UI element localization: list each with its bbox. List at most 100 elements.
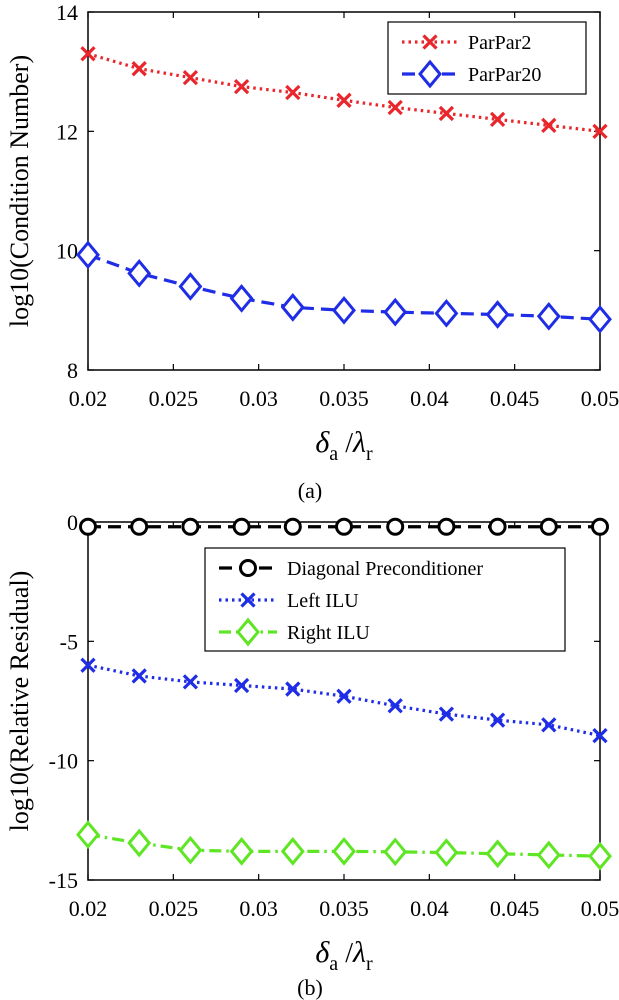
data-point [131, 668, 147, 684]
data-point [489, 712, 506, 728]
data-point [233, 677, 250, 694]
legend-label: Diagonal Preconditioner [287, 558, 483, 580]
data-point [485, 839, 510, 869]
figure-caption: (b) [297, 975, 323, 1000]
x-axis-label-part: / [338, 938, 353, 969]
x-axis-label: δa /λr [315, 426, 373, 465]
data-point [541, 117, 557, 133]
x-tick-label: 0.03 [239, 386, 278, 411]
legend: Diagonal Preconditioner Left ILU Right ILU [204, 547, 566, 652]
y-tick-label: 14 [56, 0, 78, 25]
chart-2: 0.02 0.025 0.03 0.035 0.04 0.045 0.05 0 -5 -10 -15… [5, 510, 619, 1000]
legend-label: ParPar20 [468, 64, 541, 86]
data-point [332, 837, 356, 866]
data-point [178, 835, 203, 865]
x-axis-label-part: / [338, 428, 353, 459]
series-line [87, 833, 601, 858]
y-tick-label: -10 [49, 749, 78, 774]
data-point [485, 300, 510, 329]
data-point [80, 46, 96, 62]
x-tick-label: 0.035 [319, 896, 369, 921]
y-tick-label: -5 [60, 629, 78, 654]
y-axis-label: log10(Condition Number) [5, 55, 34, 327]
data-point [438, 706, 455, 722]
series-diagonal-preconditioner [79, 517, 609, 536]
data-point [488, 517, 507, 536]
series-line [87, 663, 601, 738]
data-point [437, 517, 456, 536]
x-axis-label-part: a [329, 953, 338, 975]
x-tick-label: 0.045 [490, 896, 540, 921]
data-point [591, 517, 609, 536]
data-point [283, 517, 302, 536]
data-point [182, 70, 199, 86]
y-tick-label: 8 [67, 358, 78, 383]
data-point [181, 517, 200, 536]
data-point [536, 840, 561, 870]
data-point [434, 298, 459, 328]
legend-marker [418, 59, 442, 89]
legend-label: Left ILU [287, 590, 359, 612]
data-point [332, 295, 356, 325]
data-point [76, 240, 100, 270]
x-axis-label-part: a [329, 443, 338, 465]
y-axis-label: log10(Relative Residual) [5, 571, 34, 832]
x-axis-label-part: λ [352, 426, 366, 459]
x-tick-label: 0.03 [239, 896, 278, 921]
x-tick-label: 0.05 [581, 386, 619, 411]
x-tick-label: 0.025 [149, 896, 199, 921]
x-axis-label-part: λ [352, 936, 366, 969]
data-point [387, 99, 403, 116]
legend-marker [422, 34, 438, 50]
x-tick-label: 0.04 [410, 896, 449, 921]
x-tick-label: 0.05 [581, 896, 619, 921]
legend-label: Right ILU [287, 622, 370, 644]
legend-marker [239, 559, 257, 577]
data-point [127, 258, 152, 288]
data-point [232, 517, 251, 536]
data-point [285, 681, 301, 697]
y-tick-label: 12 [56, 119, 78, 144]
data-point [336, 92, 352, 108]
data-point [438, 105, 455, 122]
x-tick-label: 0.04 [410, 386, 449, 411]
data-point [588, 841, 612, 871]
figure-caption: (a) [298, 478, 322, 503]
x-tick-label: 0.045 [490, 386, 540, 411]
data-point [541, 717, 557, 733]
data-point [178, 272, 203, 301]
data-point [336, 688, 352, 704]
data-point [76, 820, 100, 849]
series-left-ilu [80, 657, 608, 744]
data-point [280, 837, 305, 866]
data-point [539, 517, 558, 536]
data-point [489, 111, 506, 128]
data-point [383, 297, 408, 327]
x-axis-label-part: δ [315, 426, 330, 459]
y-tick-label: 10 [56, 239, 78, 264]
data-point [335, 517, 353, 536]
data-point [592, 727, 608, 744]
series-right-ilu [76, 820, 612, 871]
x-axis-label-part: r [366, 443, 373, 465]
x-tick-label: 0.02 [69, 896, 108, 921]
data-point [383, 837, 408, 867]
legend: ParPar2 ParPar20 [387, 21, 587, 95]
series-parpar20 [76, 240, 612, 334]
data-point [182, 674, 199, 690]
data-point [229, 284, 254, 313]
data-point [387, 698, 403, 714]
data-point [130, 517, 149, 536]
legend-marker [240, 592, 256, 608]
x-tick-label: 0.025 [149, 386, 199, 411]
data-point [536, 301, 561, 331]
x-axis-label-part: r [366, 953, 373, 975]
data-point [592, 123, 608, 139]
data-point [434, 838, 459, 867]
data-point [127, 828, 152, 858]
data-point [280, 293, 305, 322]
data-point [131, 61, 147, 77]
data-point [80, 657, 96, 673]
data-point [79, 517, 97, 536]
